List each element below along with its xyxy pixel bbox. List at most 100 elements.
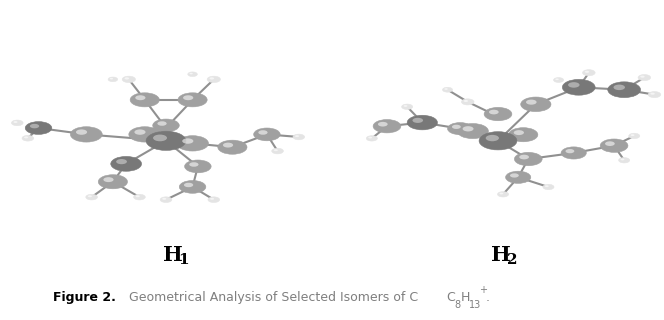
Circle shape: [179, 180, 206, 193]
Circle shape: [448, 123, 473, 135]
Circle shape: [104, 177, 114, 182]
Circle shape: [207, 76, 220, 83]
Circle shape: [189, 73, 193, 74]
Text: H: H: [163, 245, 183, 265]
Circle shape: [110, 78, 113, 79]
Circle shape: [11, 120, 23, 126]
Circle shape: [122, 76, 135, 83]
Circle shape: [30, 124, 39, 128]
Circle shape: [98, 175, 127, 189]
Circle shape: [526, 100, 537, 105]
Circle shape: [442, 87, 453, 92]
Circle shape: [621, 158, 624, 160]
Circle shape: [13, 121, 17, 123]
Circle shape: [218, 140, 247, 154]
Circle shape: [185, 160, 211, 173]
Circle shape: [295, 135, 299, 137]
Circle shape: [510, 173, 519, 178]
Circle shape: [521, 97, 551, 112]
Circle shape: [489, 110, 499, 114]
Circle shape: [125, 77, 129, 79]
Circle shape: [514, 130, 524, 135]
Circle shape: [650, 92, 655, 95]
Circle shape: [223, 143, 233, 148]
Circle shape: [258, 130, 268, 135]
Circle shape: [157, 121, 167, 126]
Circle shape: [189, 162, 199, 167]
Text: +: +: [479, 284, 487, 295]
Circle shape: [162, 198, 166, 200]
Circle shape: [133, 194, 145, 200]
Text: C: C: [446, 291, 455, 304]
Circle shape: [519, 155, 529, 159]
Circle shape: [188, 72, 197, 76]
Circle shape: [88, 195, 92, 197]
Circle shape: [293, 134, 305, 140]
Circle shape: [210, 77, 214, 79]
Circle shape: [22, 135, 34, 141]
Circle shape: [638, 75, 651, 81]
Text: 13: 13: [469, 300, 481, 310]
Circle shape: [160, 197, 172, 203]
Circle shape: [499, 193, 503, 195]
Circle shape: [254, 128, 280, 141]
Circle shape: [407, 115, 438, 130]
Circle shape: [568, 82, 580, 88]
Text: 2: 2: [507, 253, 517, 267]
Circle shape: [614, 84, 625, 90]
Circle shape: [412, 118, 423, 123]
Text: .: .: [485, 291, 489, 304]
Circle shape: [582, 70, 595, 76]
Circle shape: [70, 127, 102, 142]
Circle shape: [648, 92, 661, 98]
Circle shape: [463, 126, 473, 132]
Circle shape: [146, 131, 186, 150]
Circle shape: [461, 99, 474, 105]
Text: 1: 1: [178, 253, 189, 267]
Circle shape: [272, 148, 284, 154]
Circle shape: [153, 134, 167, 141]
Circle shape: [116, 159, 127, 164]
Circle shape: [555, 78, 559, 80]
Circle shape: [153, 119, 179, 132]
Circle shape: [183, 95, 193, 100]
Circle shape: [605, 141, 615, 146]
Circle shape: [515, 152, 542, 166]
Circle shape: [457, 124, 489, 139]
Circle shape: [640, 76, 645, 78]
Circle shape: [479, 132, 517, 150]
Circle shape: [497, 192, 509, 197]
Circle shape: [274, 149, 278, 151]
Circle shape: [369, 137, 372, 139]
Circle shape: [177, 136, 208, 151]
Circle shape: [373, 119, 401, 133]
Circle shape: [178, 93, 207, 107]
Circle shape: [135, 95, 145, 100]
Circle shape: [134, 129, 145, 135]
Circle shape: [402, 104, 413, 109]
Circle shape: [378, 122, 388, 126]
Circle shape: [485, 135, 499, 141]
Circle shape: [463, 100, 468, 102]
Circle shape: [509, 128, 538, 142]
Text: Geometrical Analysis of Selected Isomers of C: Geometrical Analysis of Selected Isomers…: [125, 291, 418, 304]
Circle shape: [631, 134, 635, 136]
Circle shape: [184, 183, 193, 187]
Circle shape: [111, 156, 141, 171]
Circle shape: [367, 136, 377, 141]
Circle shape: [554, 77, 564, 83]
Circle shape: [505, 171, 531, 183]
Circle shape: [566, 149, 574, 153]
Circle shape: [129, 127, 161, 142]
Circle shape: [543, 184, 554, 190]
Circle shape: [585, 71, 589, 73]
Circle shape: [24, 136, 28, 138]
Circle shape: [562, 79, 595, 95]
Circle shape: [108, 77, 118, 82]
Text: H: H: [461, 291, 470, 304]
Circle shape: [86, 194, 98, 200]
Circle shape: [608, 82, 641, 98]
Circle shape: [135, 195, 139, 197]
Circle shape: [561, 147, 586, 159]
Text: Figure 2.: Figure 2.: [53, 291, 116, 304]
